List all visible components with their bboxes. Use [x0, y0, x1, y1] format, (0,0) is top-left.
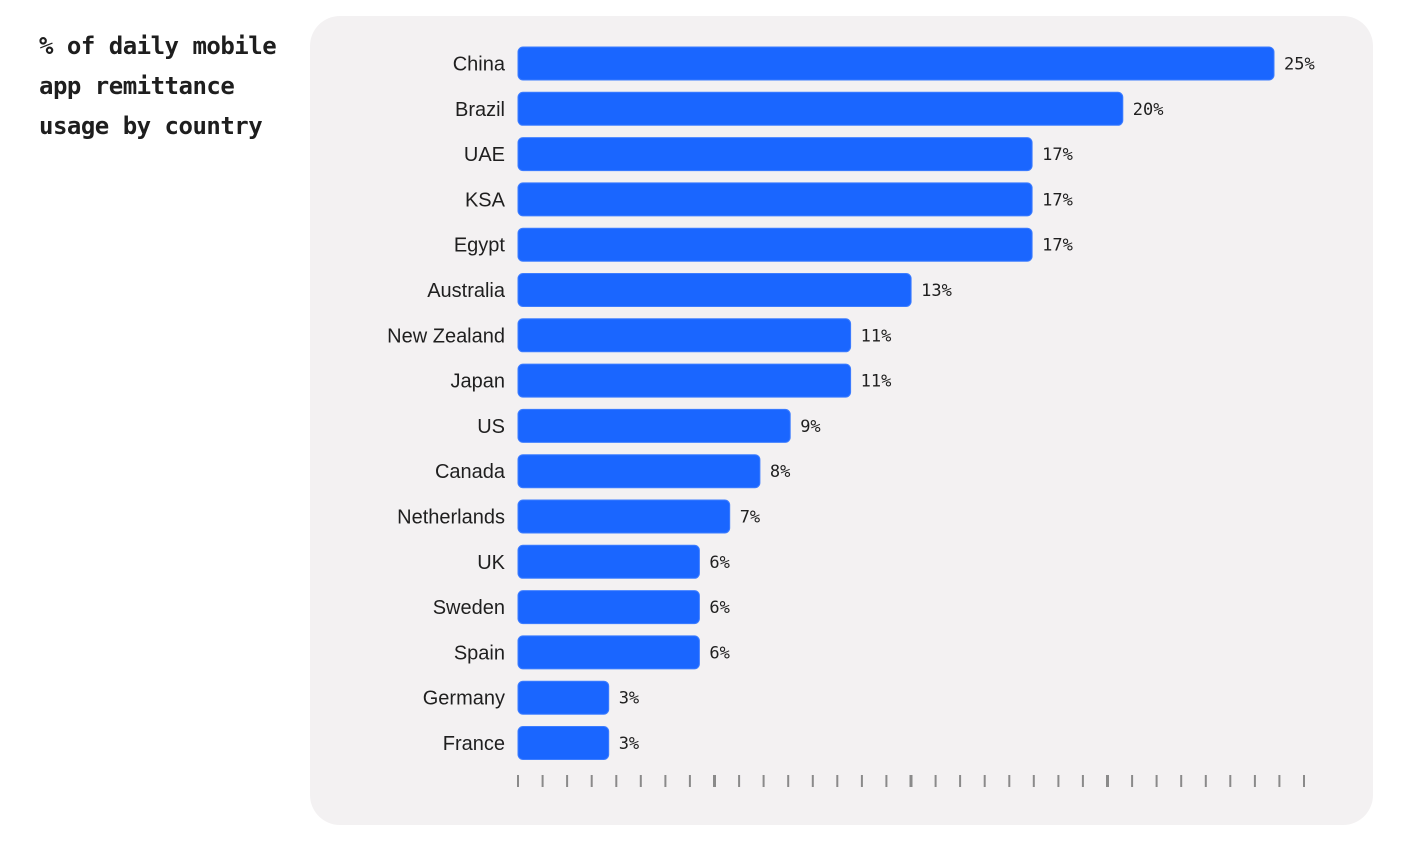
category-label: China	[453, 54, 506, 76]
category-label: Brazil	[455, 99, 505, 121]
category-label: Germany	[423, 688, 505, 710]
bar-netherlands	[517, 499, 731, 534]
bar-new-zealand	[517, 318, 852, 353]
bar-us	[517, 408, 791, 443]
value-label: 13%	[921, 281, 952, 301]
value-label: 20%	[1133, 100, 1164, 120]
value-label: 25%	[1284, 55, 1315, 75]
value-label: 6%	[709, 643, 729, 663]
value-label: 11%	[861, 372, 892, 392]
category-label: Canada	[435, 461, 506, 483]
bar-france	[517, 726, 610, 760]
bar-uk	[517, 544, 700, 579]
category-label: New Zealand	[387, 325, 505, 347]
chart-title: % of daily mobile app remittance usage b…	[39, 32, 277, 140]
category-label: Sweden	[433, 597, 505, 619]
category-label: UK	[477, 552, 505, 574]
value-label: 17%	[1042, 190, 1073, 210]
value-label: 3%	[619, 689, 639, 709]
labels-layer: China 25% Brazil 20% UAE 17% KSA 17% Egypt 17% Aus…	[387, 54, 1315, 756]
category-label: Spain	[454, 642, 505, 664]
bar-egypt	[517, 227, 1033, 262]
value-label: 3%	[619, 734, 639, 754]
value-label: 17%	[1042, 236, 1073, 256]
category-label: France	[443, 733, 505, 755]
value-label: 7%	[740, 508, 760, 528]
chart-card: China 25% Brazil 20% UAE 17% KSA 17% Egypt 17% Aus…	[310, 16, 1373, 825]
bar-australia	[517, 273, 912, 307]
value-label: 17%	[1042, 145, 1073, 165]
bar-chart: China 25% Brazil 20% UAE 17% KSA 17% Egypt 17% Aus…	[387, 46, 1315, 787]
category-label: KSA	[465, 189, 506, 211]
category-label: Australia	[427, 280, 506, 302]
value-label: 9%	[800, 417, 820, 437]
bar-spain	[517, 635, 700, 670]
bar-germany	[517, 680, 610, 715]
value-label: 6%	[709, 598, 729, 618]
bars-layer	[517, 46, 1275, 760]
value-label: 11%	[861, 326, 892, 346]
category-label: UAE	[464, 144, 505, 166]
x-axis-ticks	[517, 775, 1305, 787]
category-label: US	[477, 416, 505, 438]
category-label: Egypt	[454, 235, 506, 257]
category-label: Netherlands	[397, 507, 505, 529]
bar-sweden	[517, 590, 700, 625]
bar-uae	[517, 137, 1033, 172]
value-label: 8%	[770, 462, 790, 482]
bar-china	[517, 46, 1275, 81]
bar-ksa	[517, 182, 1033, 217]
bar-canada	[517, 454, 761, 489]
category-label: Japan	[451, 371, 506, 393]
value-label: 6%	[709, 553, 729, 573]
bar-japan	[517, 363, 852, 398]
bar-brazil	[517, 91, 1124, 126]
